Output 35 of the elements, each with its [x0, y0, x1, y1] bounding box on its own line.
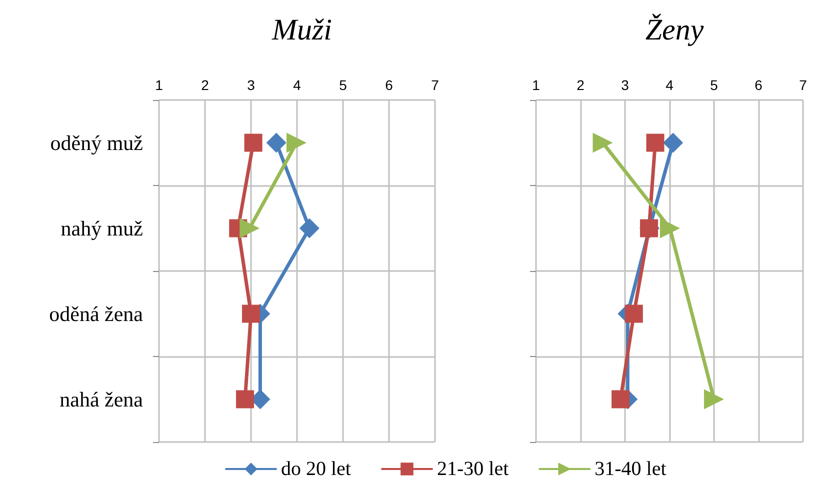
point — [592, 132, 613, 153]
x-tick-label: 5 — [710, 77, 718, 93]
x-tick-label: 6 — [754, 77, 763, 93]
y-tick-label: oděný muž — [50, 130, 143, 155]
point — [236, 390, 254, 408]
x-tick-label: 7 — [799, 77, 808, 93]
point — [663, 132, 684, 153]
legend-label: 21-30 let — [436, 458, 510, 480]
point — [299, 218, 320, 238]
legend-label: do 20 let — [281, 458, 352, 480]
point — [624, 304, 643, 323]
x-tick-label: 2 — [201, 77, 210, 93]
x-tick-label: 5 — [339, 77, 348, 93]
legend-label: 31-40 let — [594, 458, 667, 480]
x-tick-label: 3 — [247, 77, 256, 93]
chart-title: Muži — [271, 14, 332, 46]
point — [612, 390, 630, 408]
y-tick-label: oděná žena — [49, 302, 144, 326]
point — [704, 389, 724, 410]
x-tick-label: 2 — [576, 77, 585, 93]
x-tick-label: 4 — [666, 77, 674, 93]
point — [266, 132, 286, 153]
y-tick-label: nahá žena — [60, 387, 144, 412]
x-tick-label: 7 — [431, 77, 440, 93]
y-tick-label: nahý muž — [60, 216, 143, 240]
x-tick-label: 3 — [621, 77, 630, 93]
point — [244, 134, 262, 152]
x-tick-label: 6 — [385, 77, 394, 93]
point — [646, 134, 664, 152]
x-tick-label: 4 — [293, 77, 302, 93]
point — [242, 304, 260, 323]
x-tick-label: 1 — [532, 77, 540, 93]
chart-title: Ženy — [645, 14, 704, 46]
x-tick-label: 1 — [155, 77, 164, 93]
point — [660, 218, 680, 238]
